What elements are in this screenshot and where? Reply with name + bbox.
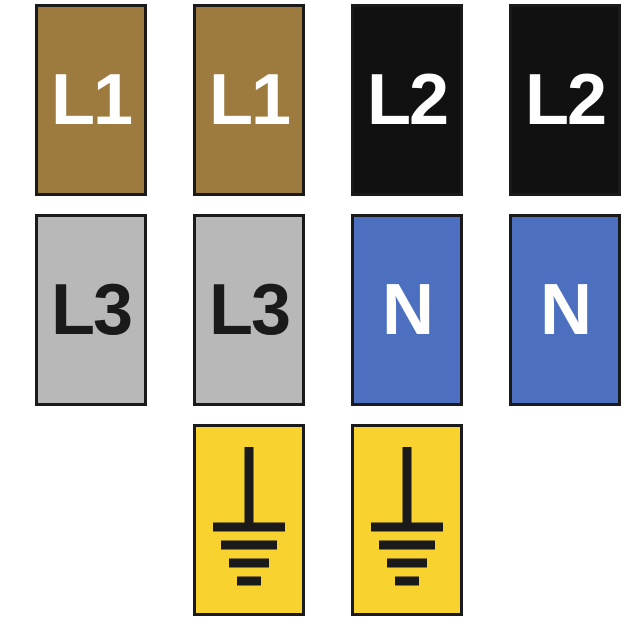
marker-label: L2 (525, 59, 605, 141)
marker-label: L2 (367, 59, 447, 141)
marker-tile: N (351, 214, 463, 406)
marker-grid: L1 L1 L2 L2 L3 L3 N N (0, 0, 640, 640)
marker-tile: L3 (193, 214, 305, 406)
marker-label: N (540, 269, 590, 351)
marker-tile: L2 (351, 4, 463, 196)
marker-label: L1 (209, 59, 289, 141)
marker-tile-earth (193, 424, 305, 616)
marker-label: L3 (51, 269, 131, 351)
marker-label: L3 (209, 269, 289, 351)
marker-tile: L1 (35, 4, 147, 196)
marker-tile: N (509, 214, 621, 406)
marker-label: N (382, 269, 432, 351)
marker-tile: L1 (193, 4, 305, 196)
earth-ground-icon (209, 445, 289, 595)
marker-tile: L2 (509, 4, 621, 196)
marker-tile-earth (351, 424, 463, 616)
marker-tile: L3 (35, 214, 147, 406)
marker-label: L1 (51, 59, 131, 141)
earth-ground-icon (367, 445, 447, 595)
